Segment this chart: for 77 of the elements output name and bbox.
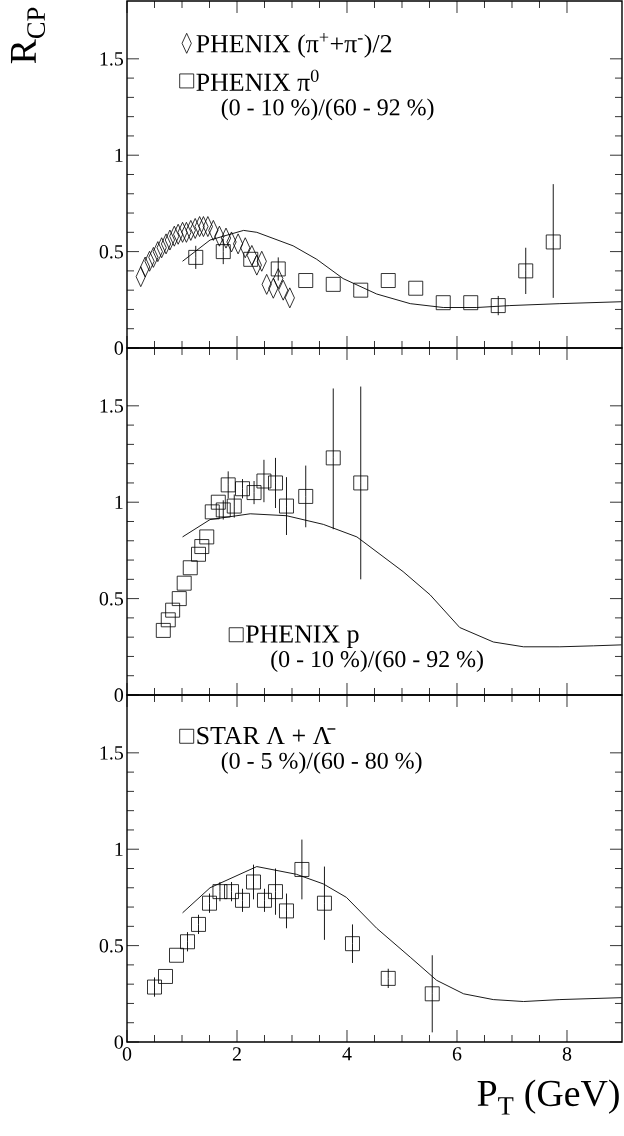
- y-axis-title: R$_{CP}$: [10, 7, 46, 64]
- annotation: (0 - 10 %)/(60 - 92 %): [271, 650, 483, 673]
- point: [199, 529, 215, 545]
- point: [202, 895, 217, 911]
- point: [294, 862, 310, 877]
- point: [212, 884, 228, 900]
- y-tick-label: 0.5: [99, 938, 124, 953]
- point: [165, 602, 181, 618]
- y-tick-label: 0: [114, 341, 124, 355]
- point: [235, 892, 250, 908]
- annotation: (0 - 5 %)/(60 - 80 %): [221, 751, 422, 774]
- point: [408, 280, 424, 296]
- point: [545, 234, 561, 250]
- point: [270, 261, 286, 277]
- point: [518, 263, 534, 279]
- point: [171, 591, 187, 607]
- y-tick-label: 1.5: [100, 746, 124, 760]
- point: [463, 295, 479, 311]
- point: [380, 970, 396, 986]
- point: [325, 276, 341, 292]
- point: [317, 895, 332, 911]
- y-tick-label: 1: [115, 842, 123, 856]
- point: [191, 546, 206, 562]
- y-tick-label: 0.5: [99, 591, 124, 606]
- legend-label: PHENIX (π$^{+}$+π$^{-}$)/2: [196, 32, 392, 58]
- x-axis-title: P$_{T}$ (GeV): [477, 1079, 619, 1115]
- point: [325, 450, 341, 466]
- point: [215, 502, 231, 518]
- point: [204, 504, 220, 520]
- point: [224, 884, 239, 900]
- point: [345, 936, 360, 952]
- point: [215, 244, 231, 259]
- legend-label: PHENIX π$^{0}$: [196, 69, 319, 91]
- point: [180, 934, 195, 950]
- point: [257, 892, 272, 908]
- point: [490, 298, 506, 313]
- point: [435, 295, 451, 311]
- point: [353, 475, 369, 491]
- point: [279, 903, 294, 919]
- point: [353, 282, 369, 298]
- point: [246, 485, 262, 500]
- point: [298, 489, 314, 504]
- annotation: (0 - 10 %)/(60 - 92 %): [221, 98, 434, 121]
- y-tick-label: 0.5: [99, 244, 124, 259]
- x-tick-label: 4: [342, 1047, 352, 1061]
- legend-label: PHENIX p: [245, 625, 359, 648]
- point: [279, 498, 294, 514]
- point: [182, 560, 198, 576]
- x-tick-label: 6: [452, 1047, 462, 1061]
- point: [268, 475, 283, 491]
- point: [246, 874, 261, 890]
- y-tick-label: 0: [114, 688, 124, 702]
- y-tick-label: 1.5: [100, 52, 124, 66]
- point: [424, 986, 440, 1002]
- y-tick-label: 1: [115, 148, 123, 162]
- y-tick-label: 1.5: [100, 399, 124, 413]
- point: [147, 979, 162, 995]
- point: [298, 273, 314, 288]
- point: [188, 249, 204, 265]
- x-tick-label: 8: [562, 1047, 572, 1061]
- point: [169, 947, 184, 963]
- point: [220, 477, 236, 493]
- point: [380, 273, 396, 288]
- point: [194, 539, 210, 554]
- x-tick-label: 2: [232, 1047, 241, 1061]
- y-tick-label: 0: [114, 1035, 124, 1049]
- legend-label: STAR Λ + Λ̄: [197, 726, 336, 745]
- point: [155, 623, 171, 638]
- point: [191, 917, 206, 932]
- point: [158, 969, 173, 984]
- point: [243, 251, 259, 267]
- point: [256, 473, 272, 489]
- point: [160, 612, 176, 628]
- point: [268, 884, 283, 900]
- point: [226, 498, 242, 514]
- y-tick-label: 1: [115, 495, 123, 509]
- point: [176, 575, 192, 591]
